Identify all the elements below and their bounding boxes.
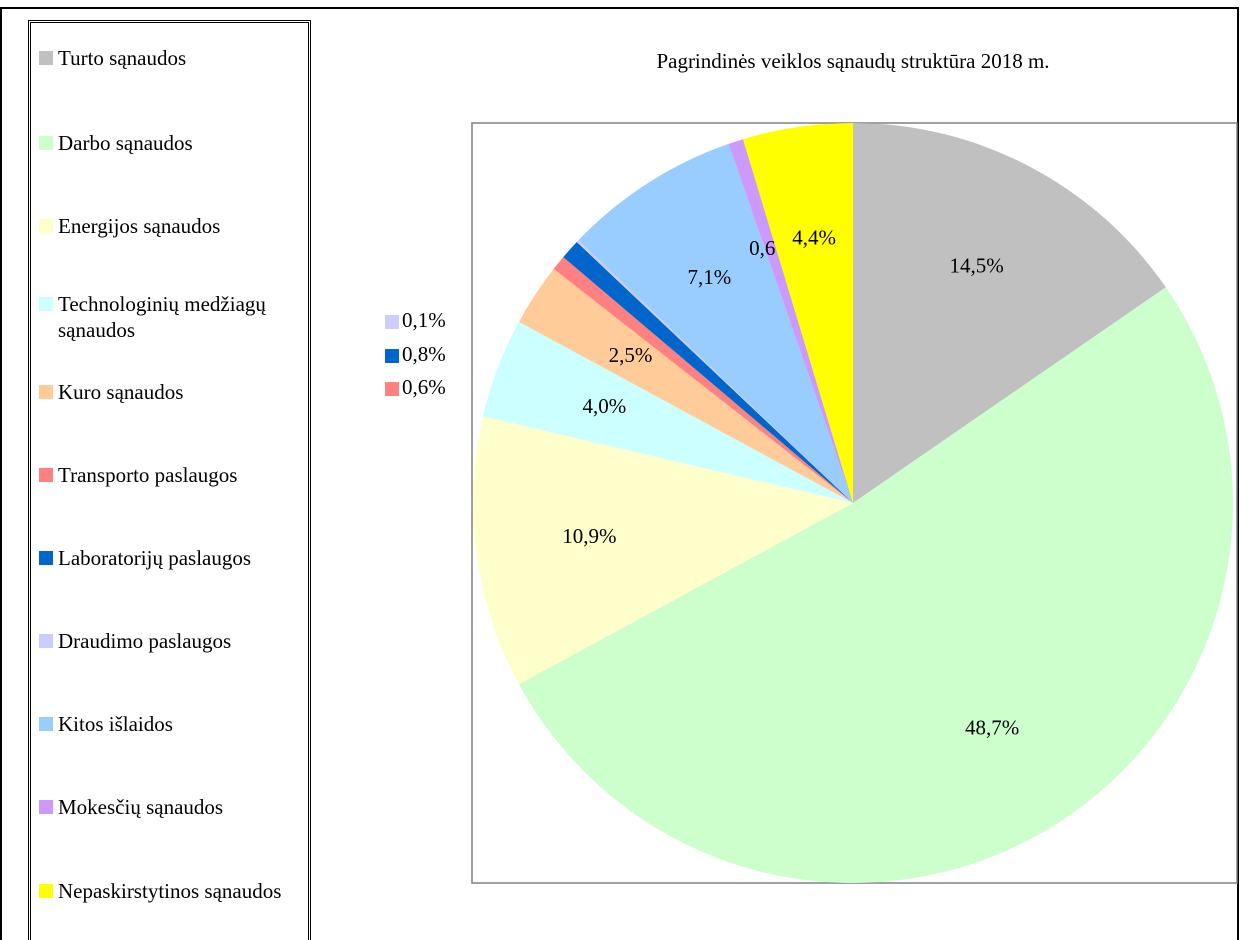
legend-swatch (39, 884, 53, 898)
legend-label: Mokesčių sąnaudos (58, 795, 224, 819)
legend-label: Nepaskirstytinos sąnaudos (58, 879, 282, 903)
data-label: 7,1% (688, 265, 732, 289)
legend-label: Darbo sąnaudos (58, 131, 193, 155)
data-label: 2,5% (609, 343, 653, 367)
pie-slice (473, 416, 853, 685)
label-key (385, 382, 399, 396)
legend-swatch (39, 219, 53, 233)
legend-swatch (39, 717, 53, 731)
data-label: 0,6% (402, 375, 446, 399)
chart-title: Pagrindinės veiklos sąnaudų struktūra 20… (656, 49, 1049, 73)
data-label: 10,9% (562, 524, 616, 548)
legend-swatch (39, 800, 53, 814)
legend-swatch (39, 51, 53, 65)
pie-slice (563, 242, 853, 503)
pie-slice (743, 123, 853, 503)
pie-slice (518, 268, 853, 503)
data-label: 0,1% (402, 308, 446, 332)
data-label: 14,5% (950, 253, 1004, 277)
pie-slice (553, 257, 853, 503)
legend-swatch (39, 468, 53, 482)
pie-slice (728, 139, 853, 503)
data-label: 48,7% (965, 716, 1019, 740)
label-key (385, 315, 399, 329)
data-label: 0,8% (402, 342, 446, 366)
legend-label: Draudimo paslaugos (58, 629, 232, 653)
legend-swatch (39, 297, 53, 311)
legend-label: Transporto paslaugos (58, 463, 238, 487)
legend-swatch (39, 136, 53, 150)
legend-label: Kuro sąnaudos (58, 380, 184, 404)
legend-label: Kitos išlaidos (58, 712, 173, 736)
legend-label: Turto sąnaudos (58, 46, 187, 70)
pie-slice (576, 240, 853, 503)
pie-slice (518, 287, 1233, 883)
legend-swatch (39, 385, 53, 399)
legend-label: Laboratorijų paslaugos (58, 546, 252, 570)
label-key (385, 349, 399, 363)
legend: Turto sąnaudos Darbo sąnaudos Energijos są… (28, 20, 311, 940)
legend-swatch (39, 634, 53, 648)
data-label: 4,0% (583, 394, 627, 418)
pie-slice (483, 321, 853, 503)
pie-slice (578, 143, 853, 504)
legend-label: Technologinių medžiagų sąnaudos (58, 292, 266, 342)
pie-slice (853, 123, 1166, 503)
legend-swatch (39, 551, 53, 565)
data-label: 4,4% (792, 226, 836, 250)
frame (0, 7, 1239, 940)
legend-label: Energijos sąnaudos (58, 214, 221, 238)
